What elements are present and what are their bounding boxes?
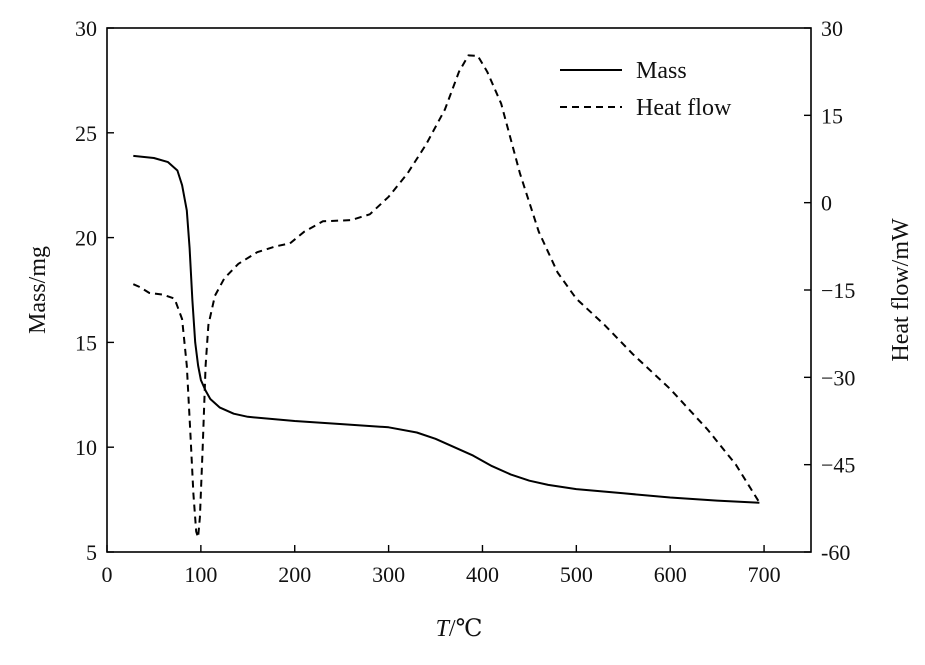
y-right-axis-label: Heat flow/mW <box>888 218 914 362</box>
y-left-tick-label: 30 <box>75 16 97 41</box>
x-tick-label: 400 <box>466 562 499 587</box>
series-line-heat-flow <box>132 54 761 539</box>
x-tick-label: 0 <box>102 562 113 587</box>
x-tick-label: 300 <box>372 562 405 587</box>
legend-label: Mass <box>636 58 687 84</box>
legend-label: Heat flow <box>636 95 732 121</box>
x-tick-label: 100 <box>184 562 217 587</box>
y-left-tick-label: 15 <box>75 330 97 355</box>
x-axis-label-unit: /℃ <box>449 616 483 642</box>
y-right-tick-label: 15 <box>821 103 843 128</box>
x-tick-label: 600 <box>654 562 687 587</box>
x-axis-label-symbol: T <box>436 616 451 642</box>
y-left-tick-label: 10 <box>75 435 97 460</box>
x-tick-label: 200 <box>278 562 311 587</box>
y-right-tick-label: 0 <box>821 191 832 216</box>
series-layer <box>132 54 761 539</box>
y-left-tick-label: 25 <box>75 121 97 146</box>
y-left-axis-label: Mass/mg <box>25 246 51 334</box>
y-right-tick-label: −30 <box>821 365 855 390</box>
axes: 0 100 200 300 400 500 600 70051015202530-60−45−… <box>75 16 855 587</box>
series-line-mass <box>133 154 760 504</box>
axis-labels: T/℃ Mass/mg Heat flow/mW <box>25 218 914 642</box>
y-right-tick-label: −15 <box>821 278 855 303</box>
x-tick-label: 500 <box>560 562 593 587</box>
y-right-tick-label: −45 <box>821 453 855 478</box>
x-axis-label: T/℃ <box>436 616 483 642</box>
y-right-tick-label: -60 <box>821 540 850 565</box>
x-tick-label: 700 <box>748 562 781 587</box>
y-left-tick-label: 5 <box>86 540 97 565</box>
y-left-tick-label: 20 <box>75 226 97 251</box>
y-right-tick-label: 30 <box>821 16 843 41</box>
legend: Mass Heat flow <box>560 58 732 121</box>
